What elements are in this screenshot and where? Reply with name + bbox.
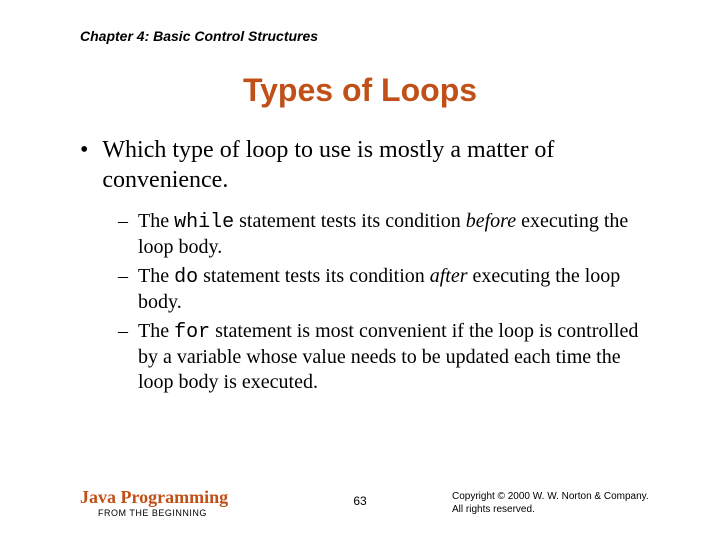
copyright-line: All rights reserved. [452, 503, 649, 516]
text-segment: statement tests its condition [198, 265, 430, 287]
text-segment: The [138, 320, 174, 342]
sub-bullet-text: The do statement tests its condition aft… [138, 264, 660, 315]
bullet-dot-icon: • [80, 135, 88, 195]
text-segment: statement tests its condition [234, 210, 466, 232]
code-text: for [174, 321, 210, 344]
sub-bullet-list: – The while statement tests its conditio… [118, 209, 660, 395]
text-segment: The [138, 210, 174, 232]
sub-bullet: – The do statement tests its condition a… [118, 264, 660, 315]
italic-text: before [466, 210, 516, 232]
code-text: do [174, 266, 198, 289]
slide-title: Types of Loops [0, 72, 720, 109]
sub-bullet: – The for statement is most convenient i… [118, 319, 660, 395]
content-area: • Which type of loop to use is mostly a … [80, 135, 660, 399]
chapter-header: Chapter 4: Basic Control Structures [80, 28, 318, 44]
dash-icon: – [118, 209, 128, 260]
sub-bullet-text: The while statement tests its condition … [138, 209, 660, 260]
dash-icon: – [118, 264, 128, 315]
main-bullet-text: Which type of loop to use is mostly a ma… [102, 135, 660, 195]
main-bullet: • Which type of loop to use is mostly a … [80, 135, 660, 195]
text-segment: The [138, 265, 174, 287]
copyright-line: Copyright © 2000 W. W. Norton & Company. [452, 490, 649, 503]
code-text: while [174, 211, 234, 234]
sub-bullet-text: The for statement is most convenient if … [138, 319, 660, 395]
dash-icon: – [118, 319, 128, 395]
italic-text: after [430, 265, 468, 287]
copyright: Copyright © 2000 W. W. Norton & Company.… [452, 490, 649, 516]
sub-bullet: – The while statement tests its conditio… [118, 209, 660, 260]
text-segment: statement is most convenient if the loop… [138, 320, 638, 393]
